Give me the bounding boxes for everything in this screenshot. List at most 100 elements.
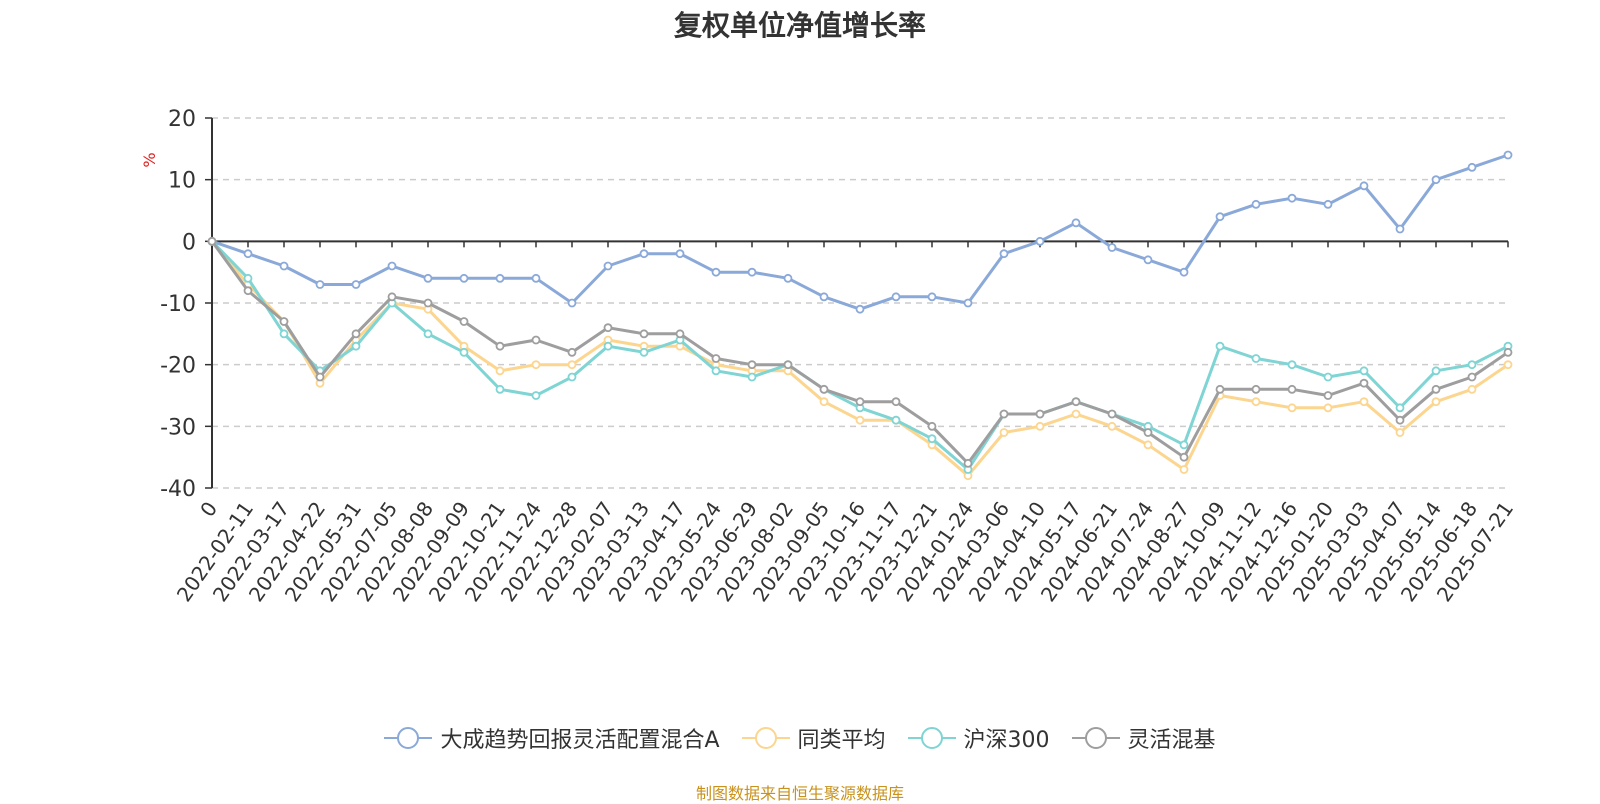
data-point [279, 317, 289, 326]
legend-item[interactable]: 同类平均 [741, 722, 886, 754]
data-point [1215, 384, 1225, 394]
data-point [1395, 415, 1405, 425]
data-point [243, 286, 253, 296]
y-tick-label: -20 [160, 354, 196, 379]
legend-item[interactable]: 灵活混基 [1071, 722, 1216, 754]
data-point [891, 292, 901, 302]
data-point [1287, 384, 1297, 394]
data-point [855, 397, 865, 407]
legend-item[interactable]: 大成趋势回报灵活配置混合A [384, 722, 720, 754]
data-point [1035, 409, 1045, 419]
series-line [210, 240, 1509, 465]
legend-label: 灵活混基 [1127, 728, 1216, 753]
data-point [1395, 224, 1405, 234]
data-point [1251, 354, 1261, 363]
data-point [783, 360, 793, 370]
data-point [1323, 403, 1333, 413]
data-point [315, 372, 325, 382]
data-point [1503, 360, 1513, 370]
data-point [1359, 181, 1369, 191]
data-point [1359, 397, 1369, 407]
data-point [1107, 421, 1117, 431]
data-point [495, 384, 505, 394]
data-point [1071, 397, 1081, 407]
data-point [423, 298, 433, 308]
data-point [279, 261, 289, 271]
data-point [639, 347, 649, 357]
series-lines [207, 150, 1513, 481]
data-point [999, 249, 1009, 259]
data-point [1431, 397, 1441, 407]
axes: 20100-10-20-30-4002022-02-112022-03-1720… [160, 107, 1518, 606]
data-point [855, 304, 865, 314]
data-point [1467, 372, 1477, 382]
data-point [1215, 212, 1225, 222]
data-point [567, 347, 577, 357]
data-point [963, 298, 973, 308]
data-point [675, 329, 685, 339]
data-point [531, 391, 541, 400]
data-point [747, 267, 757, 277]
data-point [531, 335, 541, 345]
series-0 [207, 150, 1513, 314]
data-point [1287, 403, 1297, 413]
data-point [1215, 341, 1225, 351]
data-point [351, 280, 361, 289]
data-point [747, 360, 757, 370]
y-axis-label: % [140, 152, 159, 167]
data-point [675, 249, 685, 259]
source-note: 制图数据来自恒生聚源数据库 [695, 784, 904, 803]
data-point [1143, 255, 1153, 265]
data-point [495, 341, 505, 351]
data-point [1035, 421, 1045, 431]
data-point [279, 329, 289, 339]
data-point [1071, 218, 1081, 228]
data-point [495, 366, 505, 376]
data-point [1287, 193, 1297, 203]
data-point [1143, 440, 1153, 450]
data-point [1251, 384, 1261, 394]
data-point [1179, 465, 1189, 474]
data-point [459, 273, 469, 283]
data-point [891, 415, 901, 425]
data-point [1035, 236, 1045, 246]
legend-swatch [907, 727, 956, 749]
data-point [639, 329, 649, 339]
data-point [603, 261, 613, 271]
data-point [1143, 428, 1153, 437]
data-point [891, 397, 901, 407]
y-tick-label: 20 [168, 107, 196, 132]
legend-item[interactable]: 沪深300 [907, 722, 1050, 754]
data-point [1503, 347, 1513, 357]
data-point [927, 421, 937, 431]
data-point [603, 341, 613, 351]
data-point [567, 372, 577, 382]
data-point [1431, 366, 1441, 376]
y-tick-label: 0 [182, 230, 196, 255]
data-point [531, 273, 541, 283]
data-point [783, 273, 793, 283]
data-point [1359, 366, 1369, 376]
data-point [1107, 243, 1117, 252]
data-point [1179, 452, 1189, 462]
series-1 [207, 236, 1513, 481]
data-point [747, 372, 757, 382]
data-point [1323, 391, 1333, 400]
data-point [1467, 162, 1477, 172]
data-point [927, 292, 937, 302]
legend-label: 大成趋势回报灵活配置混合A [440, 728, 720, 753]
data-point [495, 273, 505, 283]
data-point [1503, 150, 1513, 160]
data-point [1431, 384, 1441, 394]
data-point [1287, 360, 1297, 370]
data-point [1359, 378, 1369, 388]
legend-label: 同类平均 [797, 728, 886, 753]
data-point [423, 273, 433, 283]
data-point [819, 397, 829, 407]
grid-lines [212, 117, 1508, 489]
data-point [351, 341, 361, 351]
chart-legend: 大成趋势回报灵活配置混合A 同类平均 沪深300 灵活混基 [0, 722, 1600, 754]
data-point [207, 236, 217, 246]
data-point [999, 428, 1009, 437]
